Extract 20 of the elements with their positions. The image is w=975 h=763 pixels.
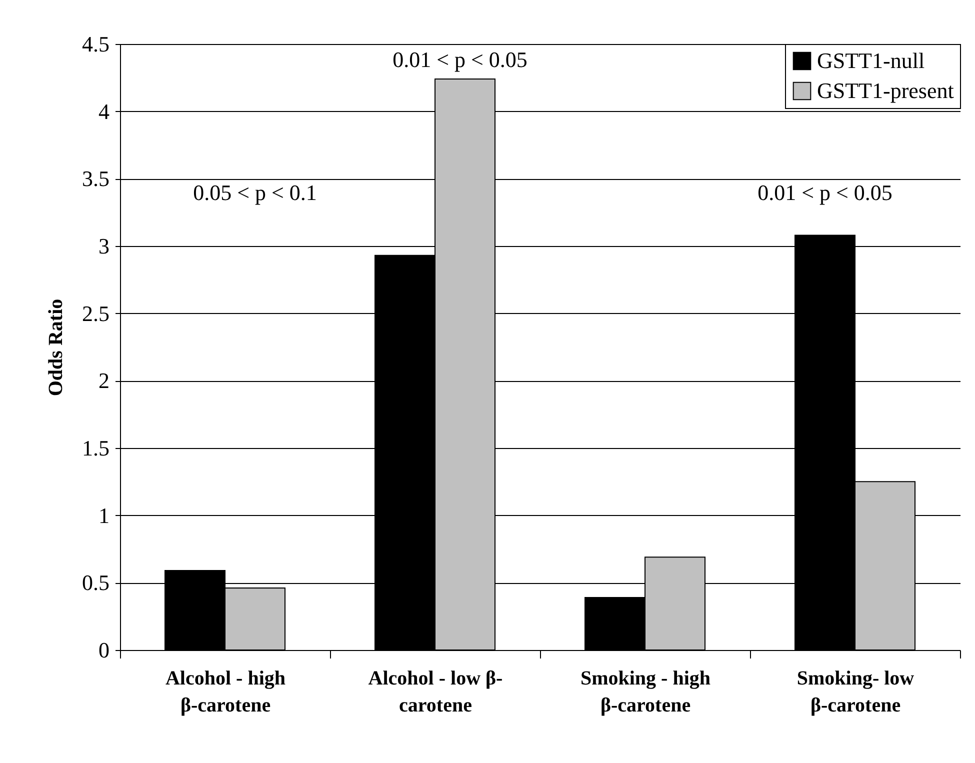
y-tick-label: 2.5 bbox=[82, 300, 110, 326]
y-axis-title: Odds Ratio bbox=[45, 298, 67, 396]
annotation: 0.01 < p < 0.05 bbox=[392, 47, 528, 72]
x-tick-label: Smoking - high β-carotene bbox=[580, 668, 711, 716]
x-tick-label: Smoking- low β-carotene bbox=[796, 668, 915, 716]
y-tick-label: 1 bbox=[98, 502, 110, 528]
y-tick-label: 4.5 bbox=[82, 32, 110, 56]
y-tick-label: 0 bbox=[98, 638, 110, 662]
x-tick-label: Alcohol - low β- carotene bbox=[368, 668, 503, 716]
legend-label: GSTT1-null bbox=[817, 48, 925, 73]
x-tick-label: Alcohol - high β-carotene bbox=[165, 668, 286, 716]
y-tick-label: 3 bbox=[98, 234, 110, 258]
legend-label: GSTT1-present bbox=[817, 78, 954, 103]
y-tick-label: 0.5 bbox=[82, 570, 110, 596]
annotation: 0.05 < p < 0.1 bbox=[193, 180, 317, 205]
y-tick-label: 1.5 bbox=[82, 436, 110, 460]
y-tick-label: 2 bbox=[98, 368, 110, 394]
y-tick-label: 3.5 bbox=[82, 166, 110, 192]
annotation: 0.01 < p < 0.05 bbox=[758, 180, 892, 205]
y-tick-label: 4 bbox=[98, 98, 110, 124]
